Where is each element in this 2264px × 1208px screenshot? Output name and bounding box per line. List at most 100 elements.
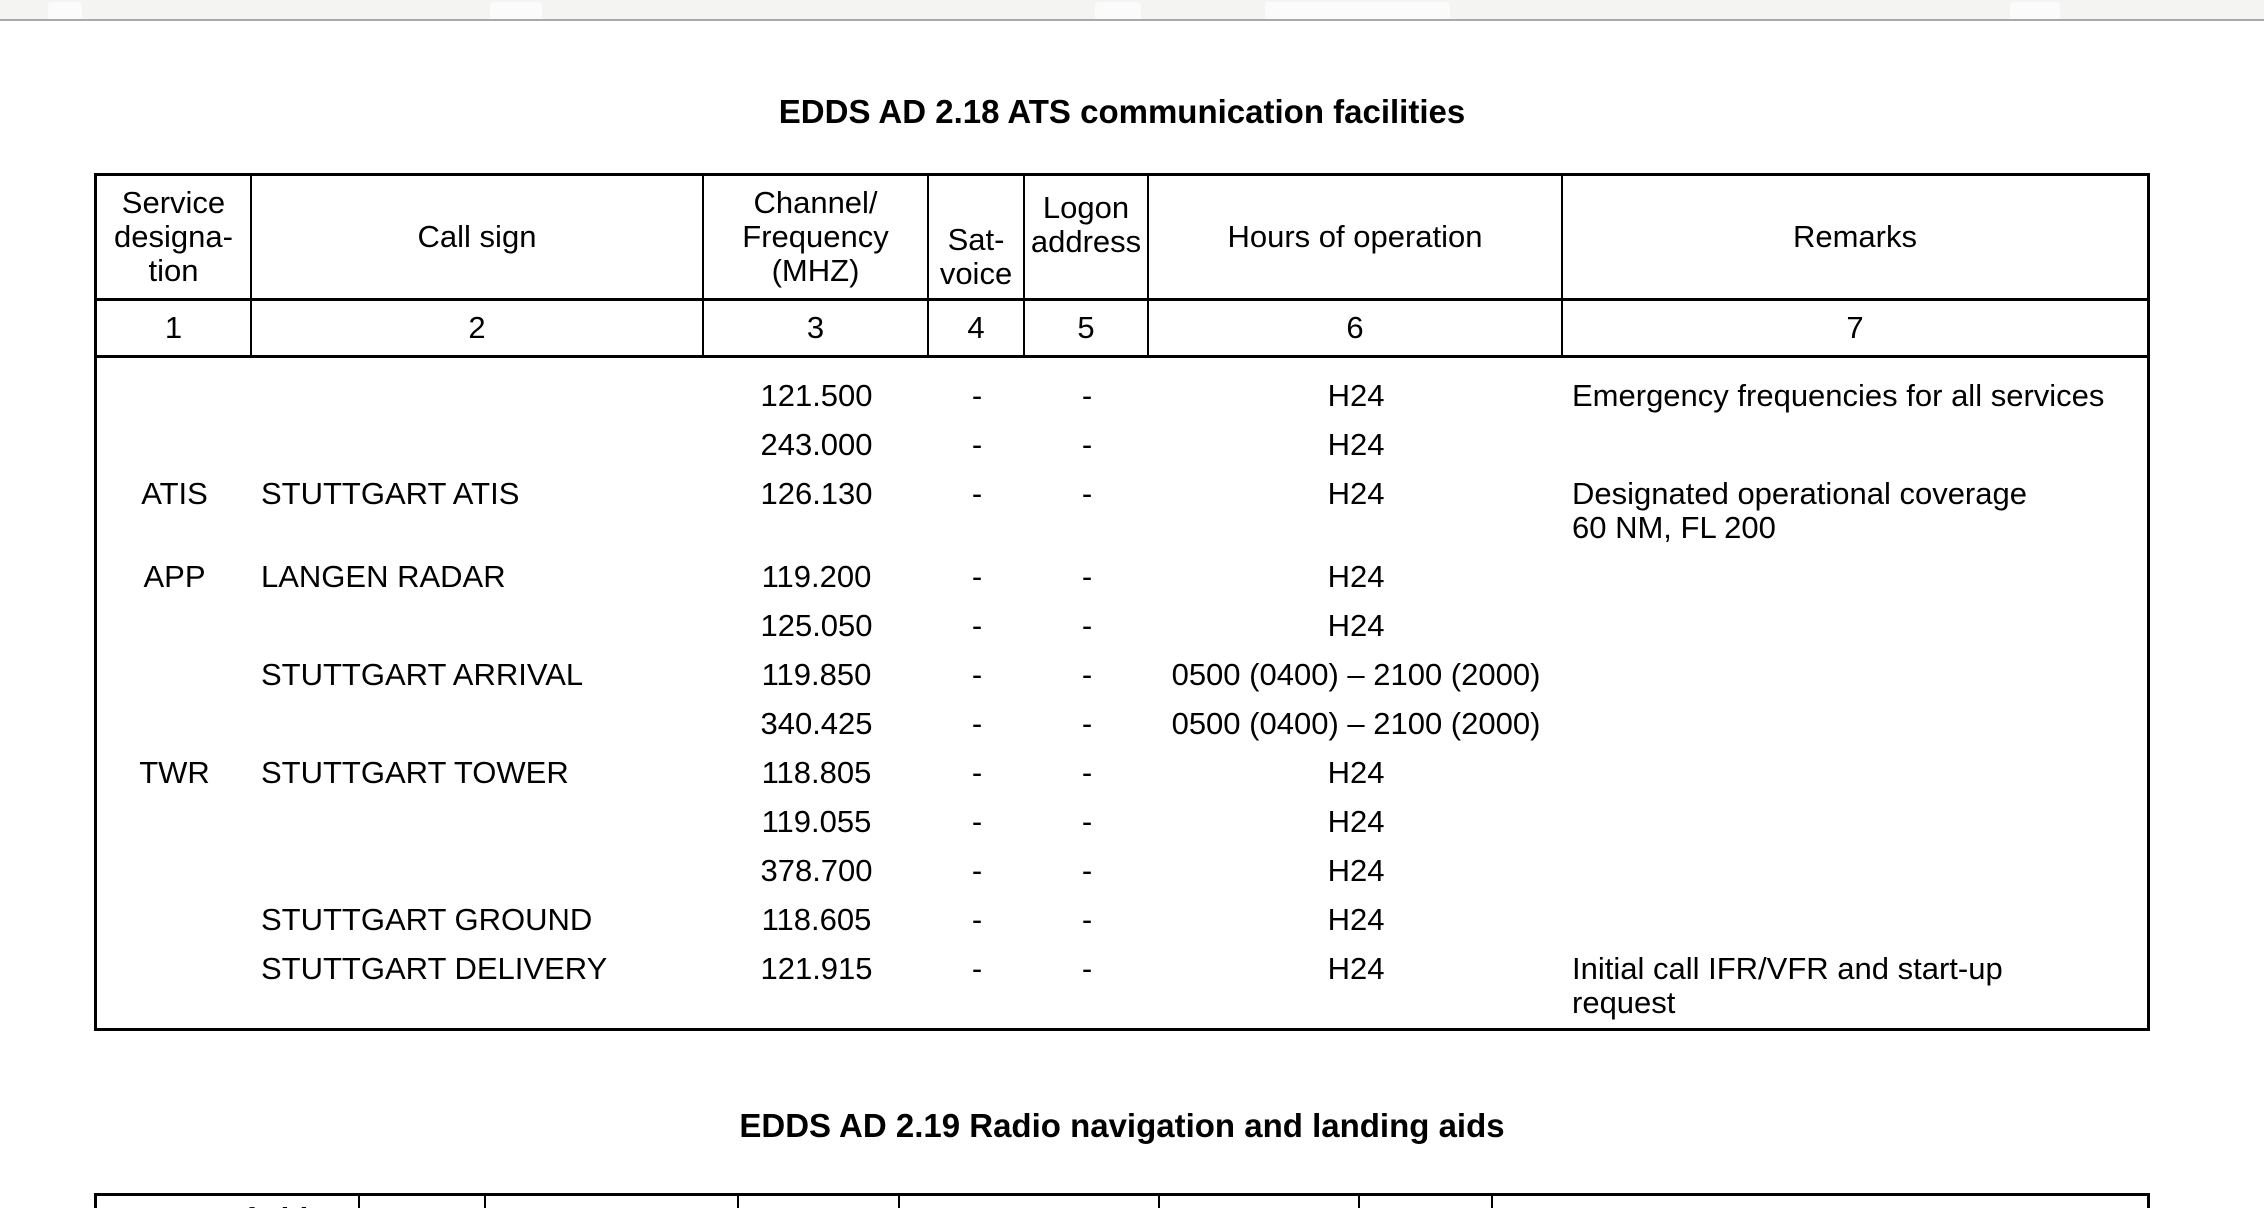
call-sign-cell: STUTTGART ATIS (261, 476, 520, 511)
nav-header-cell (1360, 1196, 1493, 1208)
browser-chrome-strip (0, 0, 2264, 21)
hours-cell: H24 (1327, 853, 1385, 888)
frequency-cell: 121.500 (760, 378, 873, 413)
service-cell (97, 602, 252, 651)
hours-cell: 0500 (0400) – 2100 (2000) (1171, 706, 1541, 741)
table-row: 340.425 - - 0500 (0400) – 2100 (2000) (97, 700, 2147, 749)
remarks-cell: Designated operational coverage 60 NM, F… (1572, 476, 2027, 545)
call-sign-cell: STUTTGART TOWER (261, 755, 569, 790)
hours-cell: H24 (1327, 378, 1385, 413)
logon-cell: - (1081, 804, 1093, 839)
satvoice-cell: - (971, 657, 983, 692)
call-sign-cell: LANGEN RADAR (261, 559, 506, 594)
satvoice-cell: - (971, 476, 983, 511)
frequency-cell: 119.055 (761, 804, 872, 839)
browser-tab-remnant (1265, 2, 1450, 19)
frequency-cell: 119.850 (761, 657, 872, 692)
remarks-cell (1563, 847, 2147, 896)
frequency-cell: 126.130 (760, 476, 873, 511)
logon-cell: - (1081, 378, 1093, 413)
satvoice-cell: - (971, 427, 983, 462)
header-satvoice: Sat- voice (929, 176, 1025, 298)
hours-cell: H24 (1327, 902, 1385, 937)
header-hours-of-operation: Hours of operation (1149, 176, 1563, 298)
call-sign-cell: STUTTGART GROUND (261, 902, 593, 937)
service-cell (97, 896, 252, 945)
nav-header-cell (1493, 1196, 2147, 1208)
call-sign-cell (252, 847, 704, 896)
frequency-cell: 118.605 (761, 902, 872, 937)
satvoice-cell: - (971, 902, 983, 937)
call-sign-cell (252, 602, 704, 651)
call-sign-cell (252, 421, 704, 470)
call-sign-cell: STUTTGART ARRIVAL (261, 657, 584, 692)
table-row: STUTTGART DELIVERY 121.915 - - H24 Initi… (97, 945, 2147, 1028)
frequency-cell: 378.700 (760, 853, 873, 888)
browser-tab-remnant (48, 2, 82, 19)
header-logon-address: Logon address (1025, 176, 1149, 298)
header-service-designation: Service designa- tion (97, 176, 252, 298)
hours-cell: H24 (1327, 755, 1385, 790)
service-cell (97, 421, 252, 470)
service-cell (97, 945, 252, 1028)
table-row: 243.000 - - H24 (97, 421, 2147, 470)
column-number: 2 (252, 301, 704, 355)
logon-cell: - (1081, 706, 1093, 741)
column-number: 1 (97, 301, 252, 355)
service-cell: APP (143, 559, 206, 594)
service-cell: ATIS (141, 476, 208, 511)
logon-cell: - (1081, 559, 1093, 594)
service-cell: TWR (139, 755, 210, 790)
header-call-sign: Call sign (252, 176, 704, 298)
call-sign-cell: STUTTGART DELIVERY (261, 951, 608, 986)
hours-cell: H24 (1327, 559, 1385, 594)
hours-cell: H24 (1327, 804, 1385, 839)
frequency-cell: 119.200 (761, 559, 872, 594)
satvoice-cell: - (971, 853, 983, 888)
table-row: APP LANGEN RADAR 119.200 - - H24 (97, 553, 2147, 602)
satvoice-cell: - (971, 804, 983, 839)
logon-cell: - (1081, 657, 1093, 692)
header-channel-frequency: Channel/ Frequency (MHZ) (704, 176, 929, 298)
nav-header-cell (739, 1196, 900, 1208)
frequency-cell: 125.050 (760, 608, 873, 643)
logon-cell: - (1081, 476, 1093, 511)
remarks-cell (1563, 896, 2147, 945)
logon-cell: - (1081, 755, 1093, 790)
nav-header-cell (1160, 1196, 1360, 1208)
table-header-row: Service designa- tion Call sign Channel/… (97, 176, 2147, 301)
satvoice-cell: - (971, 559, 983, 594)
nav-header-cell (486, 1196, 739, 1208)
aip-document: EDDS AD 2.18 ATS communication facilitie… (0, 93, 2264, 1208)
header-remarks: Remarks (1792, 219, 1917, 254)
hours-cell: H24 (1327, 608, 1385, 643)
hours-cell: H24 (1327, 476, 1385, 511)
call-sign-cell (252, 798, 704, 847)
remarks-cell (1563, 700, 2147, 749)
remarks-cell (1563, 421, 2147, 470)
service-cell (97, 700, 252, 749)
table-row: STUTTGART ARRIVAL 119.850 - - 0500 (0400… (97, 651, 2147, 700)
radio-nav-table-partial: Type of aid (94, 1193, 2150, 1208)
remarks-cell (1563, 602, 2147, 651)
satvoice-cell: - (971, 706, 983, 741)
call-sign-cell (252, 372, 704, 421)
remarks-cell (1563, 651, 2147, 700)
satvoice-cell: - (971, 608, 983, 643)
browser-tab-remnant (2010, 2, 2060, 19)
table-row: STUTTGART GROUND 118.605 - - H24 (97, 896, 2147, 945)
section-2-18-title: EDDS AD 2.18 ATS communication facilitie… (778, 93, 1466, 130)
remarks-cell (1563, 798, 2147, 847)
satvoice-cell: - (971, 755, 983, 790)
frequency-cell: 118.805 (761, 755, 872, 790)
logon-cell: - (1081, 951, 1093, 986)
call-sign-cell (252, 700, 704, 749)
frequency-cell: 340.425 (760, 706, 873, 741)
column-number: 3 (704, 301, 929, 355)
frequency-cell: 243.000 (760, 427, 873, 462)
remarks-cell: Initial call IFR/VFR and start-up reques… (1572, 951, 2003, 1020)
table-body: 121.500 - - H24 Emergency frequencies fo… (97, 358, 2147, 1028)
service-cell (97, 847, 252, 896)
remarks-cell (1563, 749, 2147, 798)
